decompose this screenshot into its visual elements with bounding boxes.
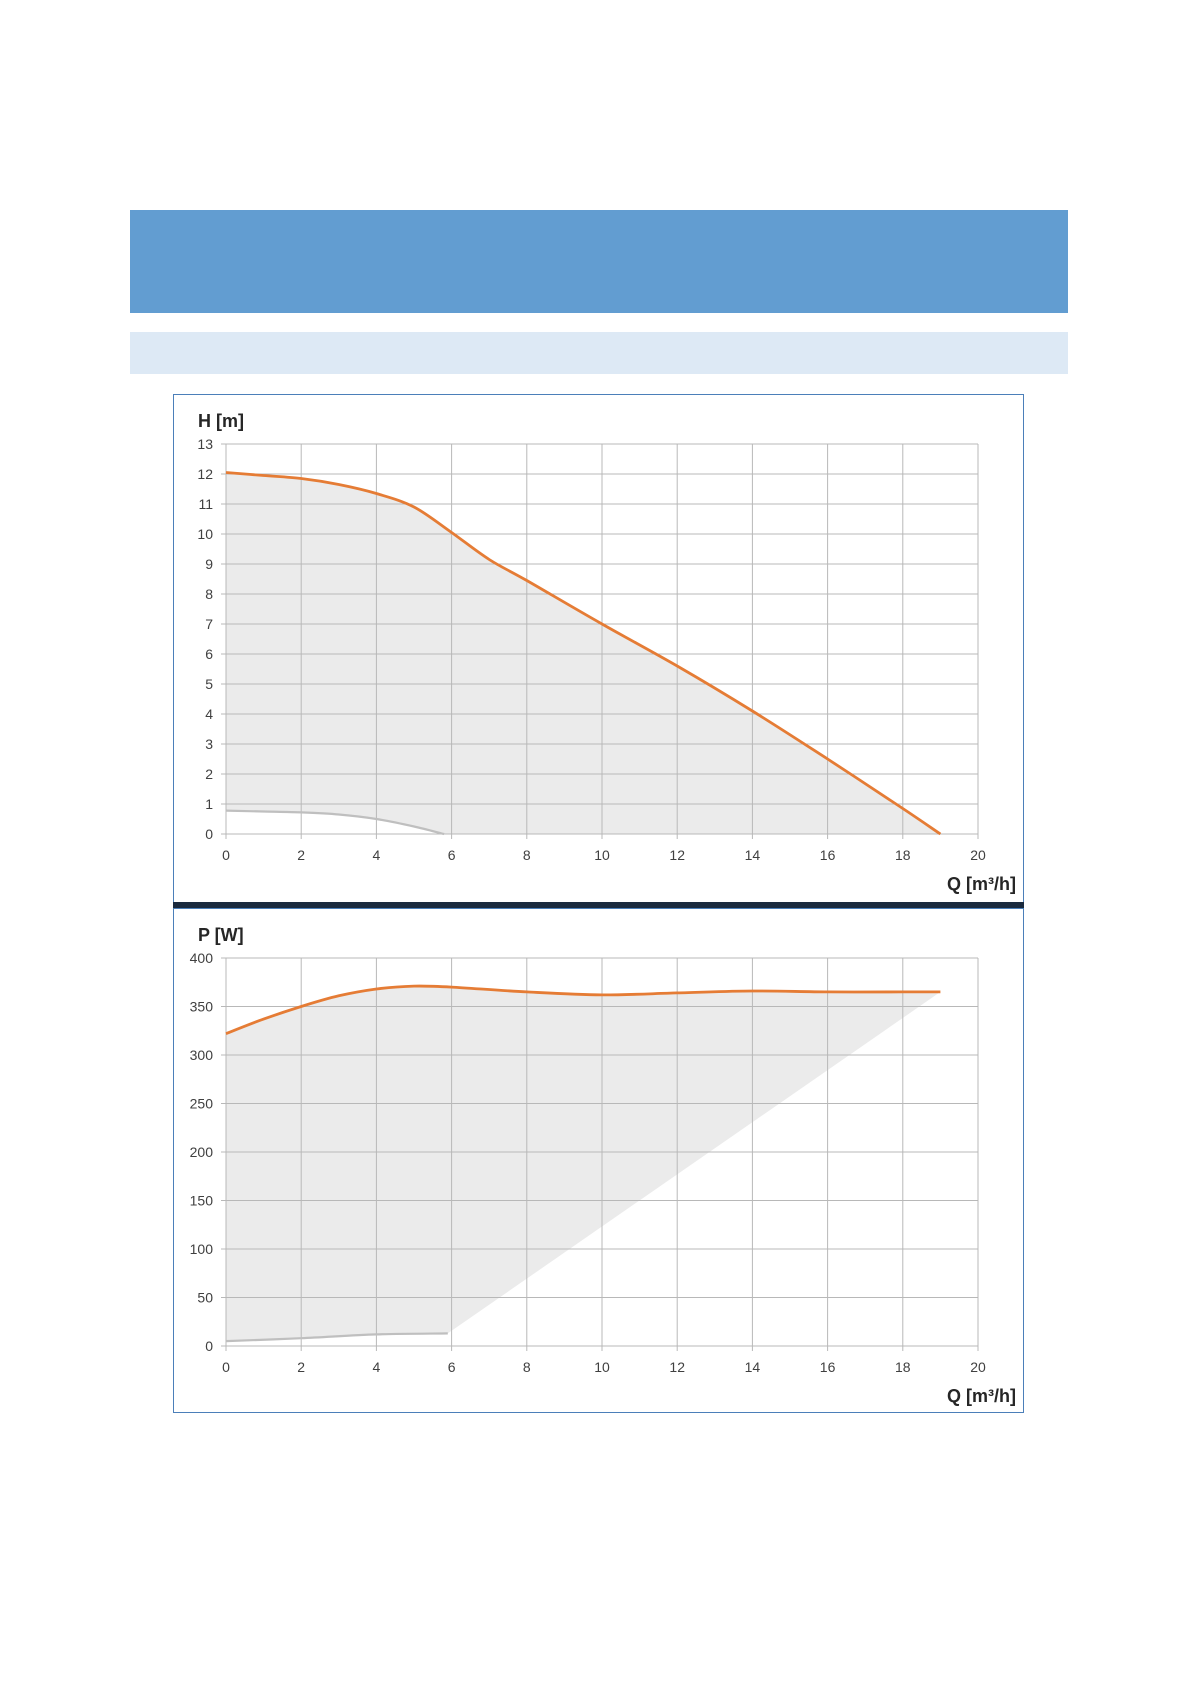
head-x-tick-label: 6 [448, 847, 456, 863]
power-y-axis-title: P [W] [198, 925, 244, 945]
power-y-tick-label: 350 [190, 999, 214, 1015]
power-x-tick-label: 2 [297, 1359, 305, 1375]
power-chart: 0 2 4 6 8 10 12 14 16 18 20 0 50 100 150 200 250 300 350 40… [173, 908, 1024, 1413]
head-x-tick-label: 8 [523, 847, 531, 863]
head-x-tick-label: 16 [820, 847, 836, 863]
head-y-tick-label: 12 [197, 466, 213, 482]
head-y-tick-label: 4 [205, 706, 213, 722]
head-y-tick-label: 5 [205, 676, 213, 692]
power-x-tick-label: 0 [222, 1359, 230, 1375]
head-operating-area [226, 472, 941, 834]
head-x-tick-label: 14 [745, 847, 761, 863]
head-y-tick-label: 10 [197, 526, 213, 542]
power-x-tick-label: 18 [895, 1359, 911, 1375]
power-x-axis-title: Q [m³/h] [947, 1386, 1016, 1406]
power-x-tick-label: 6 [448, 1359, 456, 1375]
head-min-curve [225, 809, 445, 836]
head-x-tick-label: 10 [594, 847, 610, 863]
power-x-tick-label: 10 [594, 1359, 610, 1375]
power-y-tick-label: 200 [190, 1144, 214, 1160]
head-x-tick-label: 4 [373, 847, 381, 863]
head-x-tick-label: 20 [970, 847, 986, 863]
head-x-tick-label: 12 [669, 847, 685, 863]
head-y-tick-label: 9 [205, 556, 213, 572]
head-max-curve [225, 471, 942, 836]
power-x-tick-label: 20 [970, 1359, 986, 1375]
power-x-tick-label: 14 [745, 1359, 761, 1375]
power-x-tick-label: 12 [669, 1359, 685, 1375]
power-y-tick-label: 300 [190, 1047, 214, 1063]
head-chart: 0 2 4 6 8 10 12 14 16 18 20 0 1 2 3 4 5 6 7 8 9 10 11 12 13 H [m]… [173, 394, 1024, 904]
power-y-tick-label: 100 [190, 1241, 214, 1257]
power-y-tick-label: 50 [197, 1290, 213, 1306]
chart-divider [173, 902, 1024, 908]
power-chart-svg: 0 2 4 6 8 10 12 14 16 18 2005010015020025030035040… [190, 925, 1016, 1406]
power-min-curve [225, 1332, 448, 1343]
power-max-curve [225, 984, 941, 1036]
head-y-tick-label: 13 [197, 436, 213, 452]
head-y-tick-label: 1 [205, 796, 213, 812]
power-y-tick-label: 0 [205, 1338, 213, 1354]
header-band [130, 210, 1068, 313]
power-x-tick-label: 4 [373, 1359, 381, 1375]
head-y-tick-label: 2 [205, 766, 213, 782]
head-y-tick-label: 6 [205, 646, 213, 662]
head-y-tick-label: 0 [205, 826, 213, 842]
power-x-tick-label: 16 [820, 1359, 836, 1375]
head-y-axis-title: H [m] [198, 411, 244, 431]
power-operating-area [226, 985, 941, 1342]
head-y-tick-label: 3 [205, 736, 213, 752]
power-y-tick-label: 400 [190, 950, 214, 966]
head-y-tick-label: 7 [205, 616, 213, 632]
head-x-tick-label: 0 [222, 847, 230, 863]
head-y-tick-label: 11 [198, 496, 213, 512]
power-y-tick-label: 250 [190, 1096, 214, 1112]
head-x-tick-label: 18 [895, 847, 911, 863]
head-x-tick-label: 2 [297, 847, 305, 863]
head-x-axis-title: Q [m³/h] [947, 874, 1016, 894]
head-y-tick-label: 8 [205, 586, 213, 602]
power-x-tick-label: 8 [523, 1359, 531, 1375]
power-y-tick-label: 150 [190, 1193, 214, 1209]
subheader-band [130, 332, 1068, 374]
